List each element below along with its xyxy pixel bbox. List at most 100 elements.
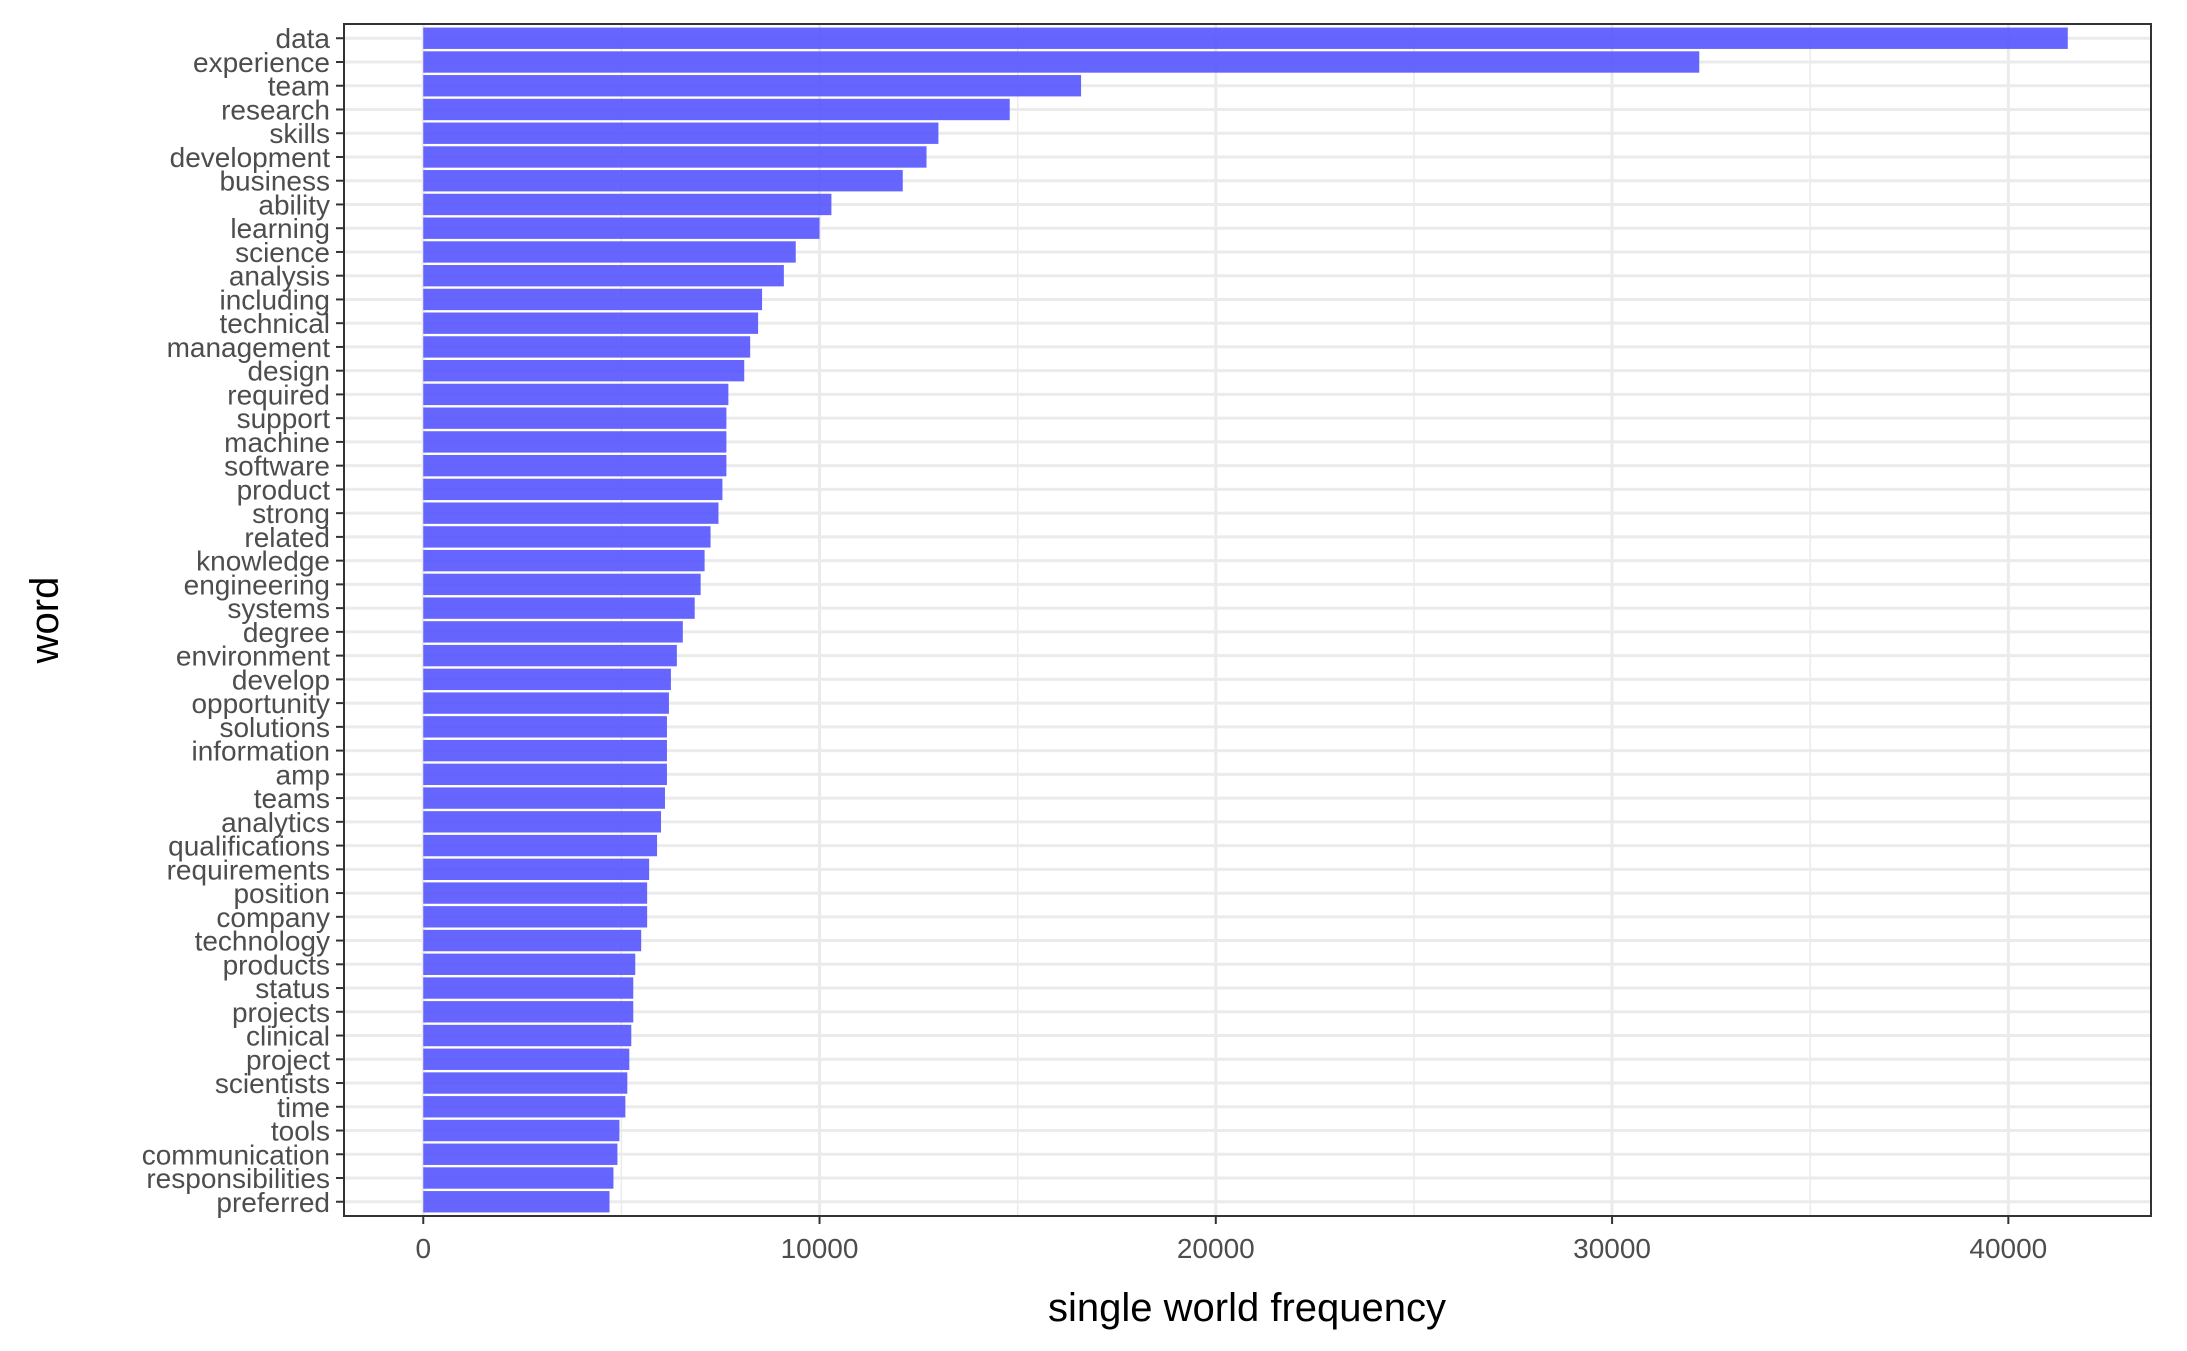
bar-company: [423, 906, 648, 928]
x-axis-title: single world frequency: [1048, 1286, 1446, 1330]
y-tick-label: degree: [243, 617, 330, 648]
y-tick-label: clinical: [246, 1021, 330, 1052]
bar-engineering: [423, 573, 701, 596]
y-tick-label: experience: [193, 47, 330, 78]
plot-border: [343, 23, 2152, 1217]
bar-requirements: [423, 858, 650, 881]
bar-data: [423, 27, 2068, 49]
bar-management: [423, 336, 751, 358]
bar-systems: [423, 597, 695, 619]
y-tick-label: software: [224, 451, 330, 482]
bar-opportunity: [423, 692, 669, 714]
y-axis: dataexperienceteamresearchskillsdevelopm…: [142, 23, 344, 1218]
bar-analytics: [423, 811, 662, 833]
bar-knowledge: [423, 549, 705, 572]
y-tick-label: solutions: [219, 712, 330, 743]
bar-communication: [423, 1143, 618, 1165]
y-tick-label: knowledge: [196, 546, 330, 577]
bar-ability: [423, 193, 832, 216]
x-tick-label: 0: [415, 1233, 431, 1264]
bar-teams: [423, 787, 665, 809]
y-tick-label: qualifications: [168, 831, 330, 862]
y-tick-label: project: [246, 1044, 330, 1075]
x-tick-label: 40000: [1969, 1233, 2047, 1264]
y-tick-label: skills: [269, 118, 330, 149]
y-tick-label: company: [216, 902, 330, 933]
y-tick-label: opportunity: [191, 688, 330, 719]
bar-design: [423, 359, 745, 382]
y-tick-label: strong: [252, 498, 330, 529]
bar-qualifications: [423, 834, 658, 857]
y-tick-label: preferred: [216, 1187, 330, 1218]
bar-technology: [423, 929, 642, 952]
y-tick-label: research: [221, 94, 330, 125]
bar-clinical: [423, 1024, 632, 1047]
bars: [423, 27, 2068, 1213]
x-tick-label: 30000: [1573, 1233, 1651, 1264]
bar-including: [423, 288, 763, 311]
y-tick-label: team: [268, 71, 330, 102]
y-tick-label: status: [255, 973, 330, 1004]
bar-preferred: [423, 1191, 610, 1213]
y-tick-label: requirements: [167, 854, 330, 885]
bar-development: [423, 146, 927, 168]
bar-learning: [423, 217, 820, 239]
y-tick-label: technology: [195, 926, 330, 957]
x-axis: 0 10000 20000 30000 40000: [415, 1216, 2047, 1264]
bar-amp: [423, 763, 667, 786]
bar-degree: [423, 621, 683, 643]
bar-products: [423, 953, 636, 975]
y-tick-label: communication: [142, 1139, 330, 1170]
bar-responsibilities: [423, 1167, 614, 1189]
y-tick-label: analysis: [229, 261, 330, 292]
y-tick-label: amp: [276, 759, 330, 790]
y-tick-label: science: [235, 237, 330, 268]
y-tick-label: technical: [219, 308, 330, 339]
bar-information: [423, 739, 667, 762]
bar-status: [423, 977, 634, 999]
y-tick-label: systems: [227, 593, 330, 624]
y-tick-label: learning: [230, 213, 330, 244]
y-tick-label: support: [237, 403, 331, 434]
bar-project: [423, 1048, 630, 1070]
bar-projects: [423, 1001, 634, 1023]
x-tick-label: 10000: [781, 1233, 859, 1264]
y-tick-label: related: [244, 522, 330, 553]
y-tick-label: data: [276, 23, 331, 54]
y-tick-label: products: [223, 949, 330, 980]
bar-solutions: [423, 716, 667, 738]
y-tick-label: design: [247, 356, 330, 387]
bar-strong: [423, 502, 719, 524]
bar-experience: [423, 51, 1700, 73]
bar-required: [423, 383, 729, 406]
y-tick-label: tools: [271, 1116, 330, 1147]
y-tick-label: product: [237, 474, 331, 505]
y-tick-label: projects: [232, 997, 330, 1028]
y-tick-label: position: [233, 878, 330, 909]
x-tick-label: 20000: [1177, 1233, 1255, 1264]
y-tick-label: including: [219, 284, 330, 315]
y-tick-label: management: [167, 332, 331, 363]
bar-environment: [423, 644, 677, 667]
bar-develop: [423, 668, 671, 691]
bar-science: [423, 241, 796, 263]
y-tick-label: required: [227, 379, 330, 410]
bar-team: [423, 75, 1082, 97]
bar-technical: [423, 312, 759, 334]
bar-time: [423, 1096, 626, 1118]
bar-research: [423, 98, 1010, 121]
bar-scientists: [423, 1072, 628, 1094]
y-tick-label: machine: [224, 427, 330, 458]
y-tick-label: responsibilities: [146, 1163, 330, 1194]
bar-software: [423, 454, 727, 477]
y-tick-label: information: [191, 736, 330, 767]
bar-analysis: [423, 265, 784, 287]
bar-tools: [423, 1119, 620, 1142]
y-tick-label: ability: [258, 189, 330, 220]
bar-skills: [423, 122, 939, 144]
bar-related: [423, 526, 711, 548]
y-tick-label: development: [170, 142, 331, 173]
bar-product: [423, 478, 723, 501]
bar-business: [423, 170, 903, 192]
